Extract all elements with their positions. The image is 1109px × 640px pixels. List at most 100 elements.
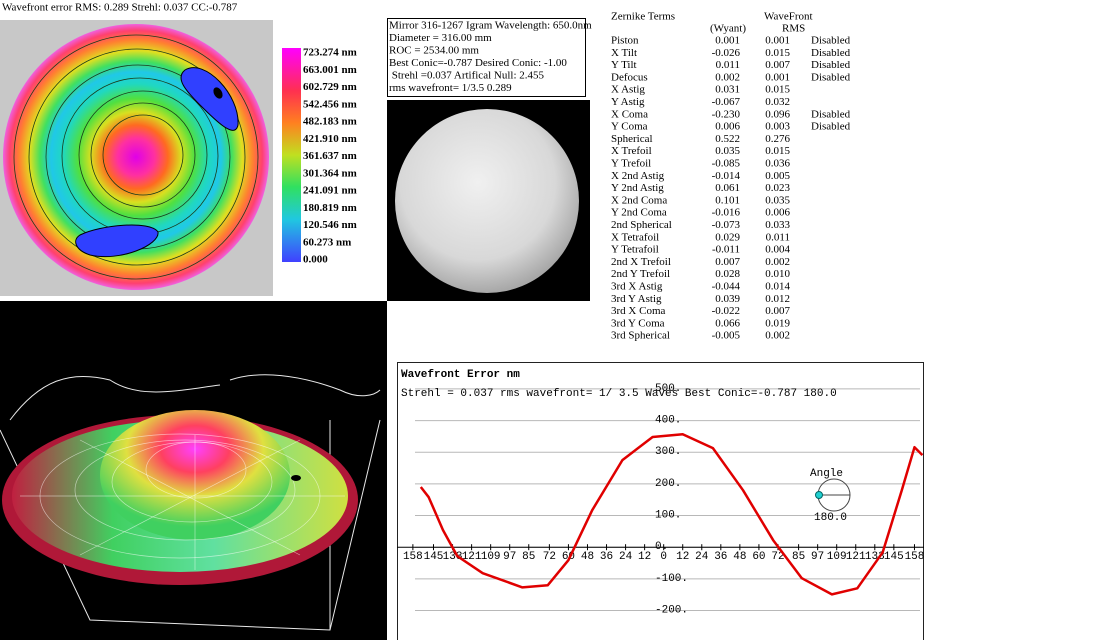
angle-label: Angle [810, 468, 843, 480]
rms-value: 0.015 [765, 84, 790, 96]
info-line: Diameter = 316.00 mm [389, 32, 492, 44]
x-tick-label: 145 [884, 551, 904, 563]
rms-value: 0.033 [765, 219, 790, 231]
x-tick-label: 12 [638, 551, 651, 563]
term-status: Disabled [811, 121, 851, 133]
wyant-value: 0.061 [715, 182, 740, 194]
line-chart: 500.400.300.200.100.0.-100.-200.158 145 13… [397, 369, 925, 616]
term-name: Y Tetrafoil [611, 244, 659, 256]
wyant-value: 0.031 [715, 84, 740, 96]
rms-value: 0.014 [765, 281, 790, 293]
colorbar-label: 301.364 nm [303, 167, 357, 179]
y-tick-label: 500. [655, 383, 681, 395]
rms-value: 0.035 [765, 194, 790, 206]
term-name: Y Astig [611, 96, 645, 108]
term-name: X 2nd Astig [611, 170, 665, 182]
rms-value: 0.015 [765, 47, 790, 59]
term-name: 2nd X Trefoil [611, 256, 671, 268]
term-name: Spherical [611, 133, 653, 145]
rms-value: 0.006 [765, 207, 790, 219]
term-name: Y 2nd Astig [611, 182, 664, 194]
term-status: Disabled [811, 47, 851, 59]
x-tick-label: 158 [905, 551, 925, 563]
rms-value: 0.001 [765, 35, 790, 47]
colorbar-label: 361.637 nm [303, 150, 357, 162]
rms-value: 0.096 [765, 108, 790, 120]
term-name: X 2nd Coma [611, 194, 667, 206]
colorbar-label: 602.729 nm [303, 81, 357, 93]
colorbar-label: 120.546 nm [303, 219, 357, 231]
chart-subtitle: Strehl = 0.037 rms wavefront= 1/ 3.5 Wav… [401, 388, 837, 400]
rms-value: 0.032 [765, 96, 790, 108]
info-line: ROC = 2534.00 mm [389, 45, 479, 57]
x-tick-label: 36 [714, 551, 727, 563]
rms-value: 0.012 [765, 293, 790, 305]
info-box [387, 18, 586, 97]
wyant-value: 0.522 [715, 133, 740, 145]
colorbar-label: 241.091 nm [303, 185, 357, 197]
term-name: 2nd Spherical [611, 219, 672, 231]
x-tick-label: 109 [827, 551, 847, 563]
x-tick-label: 24 [619, 551, 633, 563]
x-tick-label: 72 [771, 551, 784, 563]
y-tick-label: -200. [655, 604, 688, 616]
x-tick-label: 0 [660, 551, 667, 563]
term-name: X Coma [611, 108, 648, 120]
chart-title: Wavefront Error nm [401, 369, 520, 381]
low-region [180, 67, 239, 131]
term-status: Disabled [811, 59, 851, 71]
wyant-value: -0.230 [712, 108, 741, 120]
low-point [213, 87, 223, 99]
x-tick-label: 121 [846, 551, 866, 563]
term-status: Disabled [811, 108, 851, 120]
colorbar-label: 542.456 nm [303, 98, 357, 110]
term-name: Piston [611, 35, 639, 47]
wyant-value: 0.039 [715, 293, 740, 305]
colorbar-label: 663.001 nm [303, 64, 357, 76]
term-name: 3rd Y Coma [611, 317, 665, 329]
y-tick-label: 300. [655, 446, 681, 458]
rms-value: 0.276 [765, 133, 790, 145]
rms-value: 0.019 [765, 317, 790, 329]
term-name: 3rd X Astig [611, 281, 663, 293]
wyant-value: -0.016 [712, 207, 741, 219]
column-header: RMS [782, 23, 805, 35]
wyant-value: 0.066 [715, 317, 740, 329]
wyant-value: -0.026 [712, 47, 741, 59]
wyant-value: 0.011 [716, 59, 740, 71]
surface-label: 0.063 [336, 612, 369, 624]
wyant-value: -0.073 [712, 219, 741, 231]
surface-label: 0 Waves [336, 617, 382, 629]
null-label: Null [562, 108, 582, 120]
null-value: 0.000 [399, 114, 424, 126]
info-line: Best Conic=-0.787 Desired Conic: -1.00 [389, 57, 567, 69]
x-tick-label: 109 [481, 551, 501, 563]
x-tick-label: 48 [581, 551, 594, 563]
term-name: Y Trefoil [611, 158, 651, 170]
x-tick-label: 158 [403, 551, 423, 563]
surface-label: -0.063 [336, 622, 376, 634]
wyant-value: -0.022 [712, 305, 740, 317]
term-name: Y 2nd Coma [611, 207, 667, 219]
colorbar-label: 0.000 [303, 254, 328, 266]
y-tick-label: 400. [655, 414, 681, 426]
info-line: rms wavefront= 1/3.5 0.289 [389, 82, 512, 94]
info-line: Mirror 316-1267 Igram Wavelength: 650.0n… [389, 20, 592, 32]
term-status: Disabled [811, 71, 851, 83]
x-tick-label: 133 [865, 551, 885, 563]
rms-value: 0.001 [765, 71, 790, 83]
column-header: (Wyant) [710, 23, 746, 35]
x-tick-label: 85 [792, 551, 805, 563]
wyant-value: 0.001 [715, 35, 740, 47]
rms-value: 0.011 [766, 231, 790, 243]
colorbar [282, 48, 301, 262]
rms-value: 0.005 [765, 170, 790, 182]
term-name: Y Coma [611, 121, 648, 133]
rms-value: 0.015 [765, 145, 790, 157]
low-region [75, 224, 159, 258]
term-name: 3rd X Coma [611, 305, 666, 317]
y-tick-label: -100. [655, 573, 688, 585]
colorbar-label: 723.274 nm [303, 47, 357, 59]
wyant-value: 0.029 [715, 231, 740, 243]
